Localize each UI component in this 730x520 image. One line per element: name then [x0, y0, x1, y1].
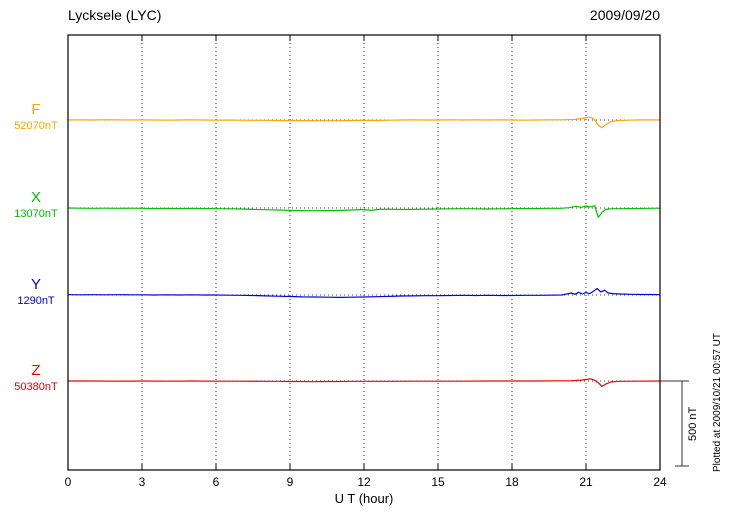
x-tick-label-15: 15: [431, 475, 445, 489]
x-tick-label-21: 21: [579, 475, 593, 489]
series-label-Z: Z 50380nT: [8, 363, 64, 394]
x-tick-label-3: 3: [138, 475, 146, 489]
series-label-Y: Y 1290nT: [8, 277, 64, 308]
series-baseline-value-F: 52070nT: [14, 120, 58, 132]
series-letter-F: F: [31, 101, 41, 118]
plot-frame: [67, 34, 661, 471]
trace-X: [67, 205, 661, 218]
x-axis-title: U T (hour): [334, 491, 394, 506]
trace-Z: [68, 378, 661, 387]
series-label-F: F 52070nT: [8, 102, 64, 133]
x-tick-label-12: 12: [357, 475, 371, 489]
x-tick-label-9: 9: [286, 475, 294, 489]
series-letter-Y: Y: [30, 276, 41, 293]
series-baseline-value-Y: 1290nT: [17, 295, 55, 307]
series-baseline-value-X: 13070nT: [14, 208, 58, 220]
series-label-X: X 13070nT: [8, 190, 64, 221]
x-tick-label-18: 18: [505, 475, 519, 489]
plotted-at-note: Plotted at 2009/10/21 00:57 UT: [712, 333, 723, 472]
series-letter-X: X: [30, 189, 41, 206]
series-letter-Z: Z: [31, 362, 41, 379]
x-tick-label-0: 0: [64, 475, 72, 489]
trace-Y: [67, 287, 661, 298]
station-title: Lycksele (LYC): [68, 7, 162, 23]
date-label: 2009/09/20: [589, 7, 660, 23]
series-baseline-value-Z: 50380nT: [14, 381, 58, 393]
x-tick-label-6: 6: [212, 475, 220, 489]
scale-bar-label: 500 nT: [687, 406, 699, 441]
trace-F: [67, 116, 661, 129]
x-tick-label-24: 24: [653, 475, 667, 489]
